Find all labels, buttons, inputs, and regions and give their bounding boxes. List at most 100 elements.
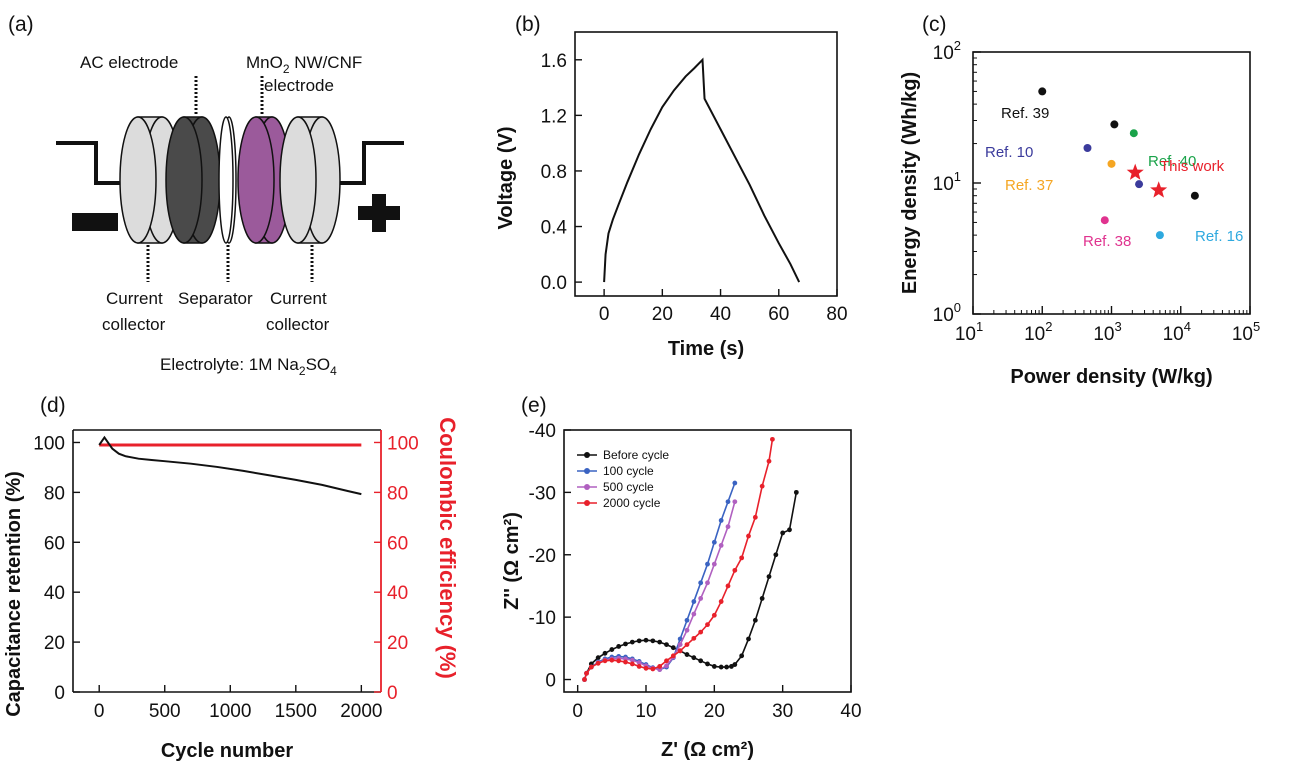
capacitance-retention-line [98, 435, 362, 496]
y-tick-label: -40 [529, 421, 556, 442]
reference-point [1100, 216, 1109, 225]
y-axis-title: Voltage (V) [495, 127, 517, 230]
impedance-point [588, 664, 594, 670]
impedance-point [623, 659, 628, 665]
impedance-point [752, 617, 758, 623]
impedance-point [759, 483, 765, 489]
y-axis-title: Energy density (Wh/kg) [899, 72, 921, 294]
reference-point [1083, 144, 1092, 153]
minus-sign-icon [72, 213, 118, 231]
x-tick-label: 0 [572, 701, 583, 722]
this-work-star-point [1150, 181, 1168, 198]
x-tick-label: 40 [840, 701, 861, 722]
impedance-series-line [583, 492, 798, 680]
impedance-point [616, 658, 622, 664]
impedance-point [766, 574, 772, 579]
panel-b-chart: (b) 0 20 40 60 80 0.0 0.4 0.8 1.2 1.6 Time (s) Volt… [495, 13, 848, 360]
impedance-point [759, 596, 765, 601]
y2-tick-label: 100 [387, 433, 419, 454]
impedance-point [732, 662, 738, 667]
impedance-point [725, 499, 731, 505]
impedance-point [793, 489, 799, 495]
reference-point [1135, 180, 1144, 189]
ac-electrode-disk [165, 116, 221, 244]
x-tick-label: 30 [772, 701, 793, 722]
impedance-point [657, 639, 663, 645]
impedance-point [650, 666, 656, 672]
x-tick-label: 500 [149, 701, 181, 722]
impedance-point [705, 661, 710, 667]
impedance-point [609, 647, 615, 652]
impedance-point [773, 552, 779, 558]
impedance-point [718, 599, 724, 604]
impedance-point [684, 627, 690, 633]
impedance-point [684, 617, 690, 623]
y-tick-label: -20 [529, 546, 556, 567]
right-wire [332, 141, 404, 185]
reference-annotation: Ref. 39 [1001, 105, 1049, 122]
x-axis-title: Z' (Ω cm²) [661, 739, 754, 761]
voltage-plot-frame [574, 31, 838, 297]
reference-point [1110, 120, 1119, 129]
impedance-point [705, 622, 710, 628]
impedance-point [664, 658, 669, 664]
impedance-point [705, 561, 710, 567]
legend-marker [584, 484, 590, 490]
y2-tick-label: 0 [387, 683, 398, 704]
impedance-point [602, 658, 608, 664]
reference-annotation: Ref. 16 [1195, 228, 1243, 245]
y2-tick-label: 40 [387, 583, 408, 604]
reference-point [1107, 159, 1116, 168]
y2-tick-label: 60 [387, 533, 408, 554]
impedance-point [629, 661, 635, 667]
x-tick-label: 101 [955, 319, 983, 345]
reference-annotation: Ref. 10 [985, 144, 1033, 161]
electrolyte-label: Electrolyte: 1M Na2SO4 [160, 355, 337, 378]
collector-right-label-1: Current [270, 289, 327, 308]
y-tick-label: 101 [933, 169, 961, 195]
impedance-point [664, 663, 669, 669]
y-tick-label: 102 [933, 38, 961, 64]
y-tick-label: 60 [44, 533, 65, 554]
this-work-star-point [1126, 163, 1144, 180]
y-tick-label: 0.4 [541, 218, 568, 239]
x-tick-label: 102 [1024, 319, 1052, 345]
impedance-point [595, 655, 601, 661]
y-axis-title: Z'' (Ω cm²) [501, 512, 523, 610]
impedance-point [718, 664, 724, 670]
reference-point [1038, 87, 1047, 96]
collector-left-label-1: Current [106, 289, 163, 308]
impedance-point [650, 638, 656, 644]
reference-annotation: Ref. 40 [1148, 153, 1196, 170]
impedance-point [711, 664, 717, 669]
mno2-electrode-label: MnO2 NW/CNF [246, 53, 362, 76]
y-tick-label: 0 [545, 671, 556, 692]
panel-b-label: (b) [515, 13, 541, 36]
y-tick-label: 100 [33, 433, 65, 454]
panel-e-label: (e) [521, 394, 547, 417]
legend-marker [584, 500, 590, 506]
impedance-point [677, 642, 683, 647]
mno2-electrode-label-line2: electrode [264, 76, 334, 95]
left-wire [56, 141, 128, 185]
panel-a-schematic: (a) AC electrode MnO2 NW/CNF electrode [8, 13, 404, 378]
impedance-point [670, 653, 676, 659]
nyquist-plot-frame [563, 429, 852, 693]
y-tick-label: 80 [44, 483, 65, 504]
x-tick-label: 20 [704, 701, 725, 722]
impedance-point [698, 580, 704, 586]
panel-c-label: (c) [922, 13, 947, 36]
impedance-point [584, 670, 589, 676]
y-tick-label: 1.2 [541, 106, 567, 127]
legend-label: Before cycle [603, 448, 669, 462]
impedance-point [711, 561, 717, 567]
impedance-point [691, 599, 697, 604]
x-tick-label: 1000 [209, 701, 251, 722]
impedance-point [582, 677, 587, 682]
x-tick-label: 80 [826, 304, 847, 325]
plus-sign-icon [358, 194, 400, 232]
separator-disk [218, 116, 237, 244]
impedance-series-line [583, 482, 736, 680]
impedance-point [698, 658, 704, 664]
